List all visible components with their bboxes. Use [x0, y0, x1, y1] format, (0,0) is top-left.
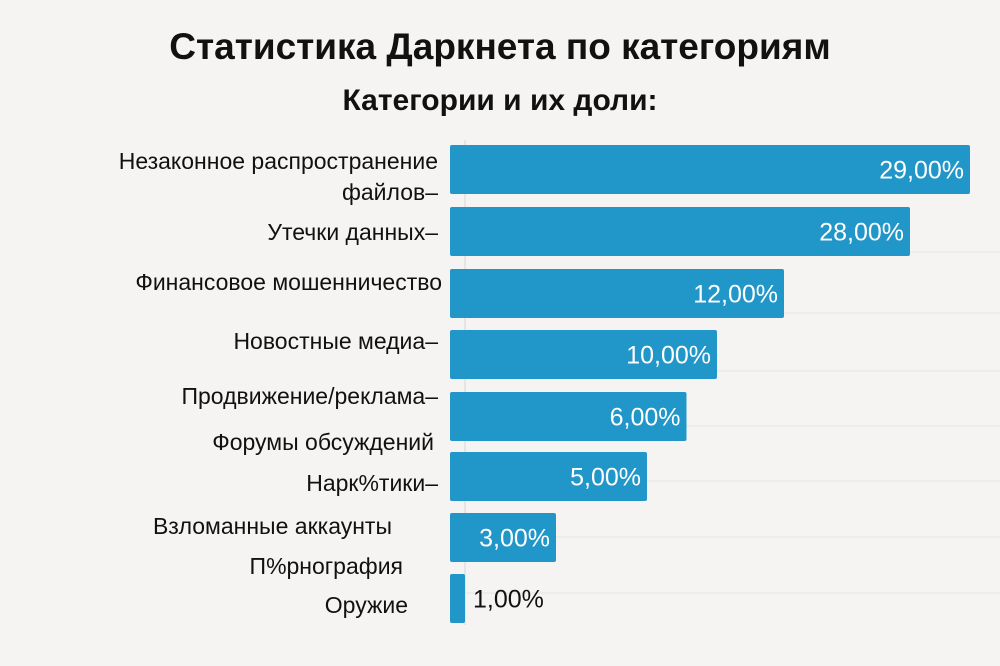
data-label: 29,00% — [879, 157, 964, 185]
bar — [450, 145, 970, 194]
chart-subtitle: Категории и их доли: — [342, 84, 658, 117]
category-label: Финансовое мошенничество — [135, 269, 442, 295]
bar — [450, 392, 687, 441]
bar — [450, 207, 910, 256]
category-label: Взломанные аккаунты — [152, 513, 392, 539]
category-label: Нарк%тики– — [306, 470, 438, 496]
category-label: Форумы обсуждений — [212, 429, 434, 455]
data-label: 10,00% — [626, 342, 711, 370]
bar — [450, 452, 647, 501]
category-label: Новостные медиа– — [233, 328, 438, 354]
data-label: 6,00% — [610, 404, 681, 432]
bar — [450, 330, 717, 379]
bar — [450, 269, 784, 318]
category-label: Утечки данных– — [267, 219, 438, 245]
category-label: П%рнография — [249, 553, 403, 579]
bar — [450, 513, 556, 562]
category-label: Незаконное распространение — [118, 148, 438, 174]
category-label: Оружие — [324, 592, 408, 618]
bar — [450, 574, 465, 623]
data-label: 5,00% — [570, 464, 641, 492]
data-label: 12,00% — [693, 281, 778, 309]
data-label: 1,00% — [473, 586, 544, 614]
category-label: Продвижение/реклама– — [181, 383, 438, 409]
data-label: 3,00% — [479, 525, 550, 553]
category-label: файлов– — [341, 179, 438, 205]
data-label: 28,00% — [819, 219, 904, 247]
chart-title: Статистика Даркнета по категориям — [169, 26, 831, 67]
